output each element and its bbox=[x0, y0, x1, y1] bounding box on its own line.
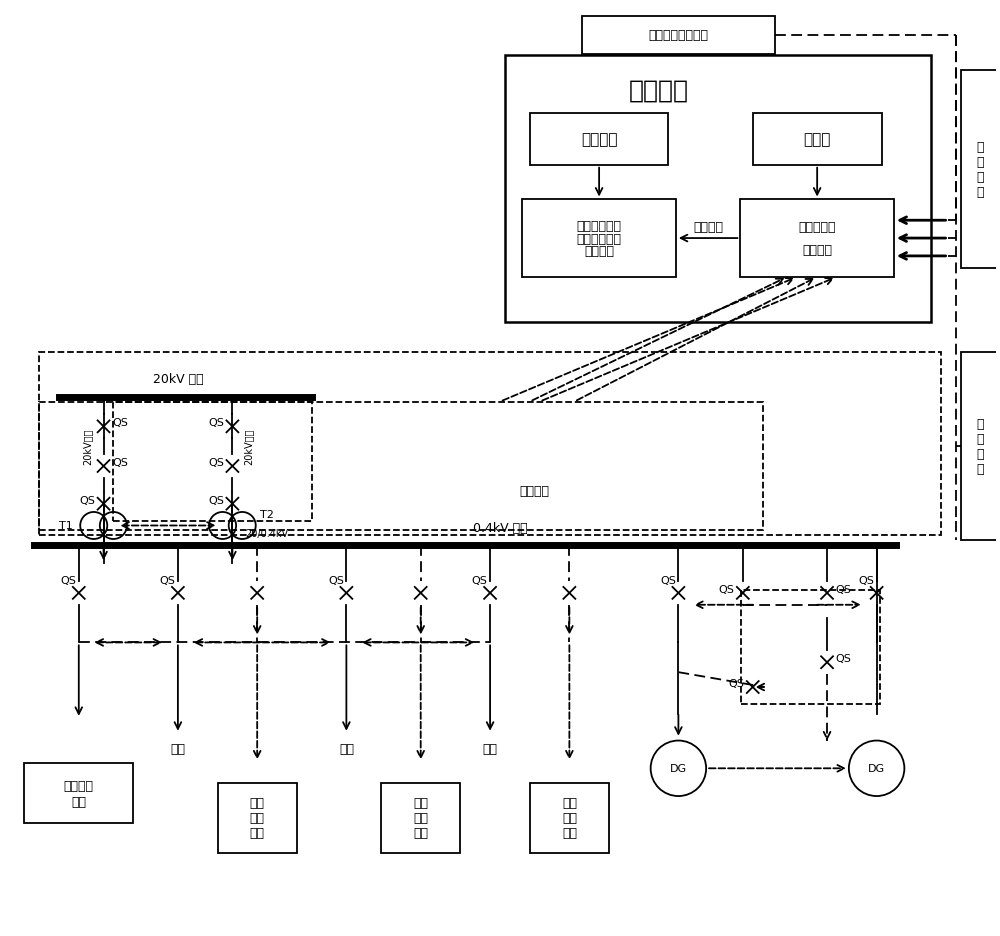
Bar bbox=[39, 402, 763, 531]
Text: 远
方
测
量: 远 方 测 量 bbox=[976, 417, 983, 475]
Text: 主动配电网: 主动配电网 bbox=[798, 221, 836, 233]
Bar bbox=[113, 402, 312, 521]
Text: 20/0.4kV: 20/0.4kV bbox=[246, 529, 289, 539]
Text: T1: T1 bbox=[59, 521, 73, 531]
Text: QS: QS bbox=[729, 679, 744, 688]
Text: 无功补偿: 无功补偿 bbox=[64, 779, 94, 792]
Text: DG: DG bbox=[670, 764, 687, 773]
Bar bbox=[961, 70, 999, 269]
Text: QS: QS bbox=[719, 584, 734, 594]
Text: 远
方
测
量: 远 方 测 量 bbox=[976, 140, 983, 198]
Text: QS: QS bbox=[660, 575, 676, 585]
Text: 抄表: 抄表 bbox=[413, 812, 428, 825]
Text: QS: QS bbox=[858, 575, 874, 585]
Bar bbox=[753, 114, 882, 166]
Text: QS: QS bbox=[328, 575, 344, 585]
Text: 设备: 设备 bbox=[71, 795, 86, 808]
Text: 状态估计: 状态估计 bbox=[802, 244, 832, 257]
Text: 变压器有载调: 变压器有载调 bbox=[577, 219, 622, 232]
Text: 远方: 远方 bbox=[562, 797, 577, 810]
Text: 远方: 远方 bbox=[413, 797, 428, 810]
Bar bbox=[381, 783, 460, 853]
Text: 远方抄表系统数据: 远方抄表系统数据 bbox=[648, 29, 708, 42]
Bar bbox=[39, 353, 941, 535]
Text: 系统: 系统 bbox=[562, 826, 577, 840]
Text: T2: T2 bbox=[260, 509, 274, 519]
Text: 估计数据: 估计数据 bbox=[693, 221, 723, 233]
Bar bbox=[582, 17, 775, 54]
Text: QS: QS bbox=[208, 458, 224, 467]
Text: QS: QS bbox=[835, 653, 851, 664]
Bar bbox=[530, 783, 609, 853]
Text: 系统: 系统 bbox=[413, 826, 428, 840]
Text: 本地测量: 本地测量 bbox=[520, 485, 550, 498]
Text: QS: QS bbox=[472, 575, 488, 585]
Text: 远方: 远方 bbox=[250, 797, 265, 810]
Text: QS: QS bbox=[160, 575, 175, 585]
Text: 负荷: 负荷 bbox=[483, 742, 498, 755]
Bar bbox=[505, 55, 931, 323]
Text: 系统: 系统 bbox=[250, 826, 265, 840]
Text: QS: QS bbox=[112, 417, 128, 428]
Text: 约束条件: 约束条件 bbox=[581, 132, 617, 147]
Text: 控制中心: 控制中心 bbox=[629, 79, 689, 102]
Text: 抄表: 抄表 bbox=[250, 812, 265, 825]
Text: 负荷: 负荷 bbox=[339, 742, 354, 755]
Text: 20kV馈线: 20kV馈线 bbox=[83, 429, 93, 465]
Text: 抄表: 抄表 bbox=[562, 812, 577, 825]
Bar bbox=[740, 200, 894, 277]
Bar bbox=[522, 200, 676, 277]
Text: QS: QS bbox=[208, 495, 224, 505]
Text: 0.4kV 母线: 0.4kV 母线 bbox=[473, 521, 527, 534]
Text: 20kV馈线: 20kV馈线 bbox=[243, 429, 253, 465]
Bar bbox=[24, 764, 133, 823]
Bar bbox=[961, 353, 999, 541]
Text: 器的控制: 器的控制 bbox=[584, 245, 614, 258]
Text: 压和无功补偿: 压和无功补偿 bbox=[577, 232, 622, 245]
Text: QS: QS bbox=[835, 584, 851, 594]
Text: QS: QS bbox=[60, 575, 76, 585]
Bar bbox=[530, 114, 668, 166]
Text: DG: DG bbox=[868, 764, 885, 773]
Bar bbox=[741, 591, 880, 705]
Text: 20kV 母线: 20kV 母线 bbox=[153, 373, 203, 386]
Text: QS: QS bbox=[79, 495, 95, 505]
Text: 伪测量: 伪测量 bbox=[803, 132, 831, 147]
Bar bbox=[218, 783, 297, 853]
Text: 负荷: 负荷 bbox=[170, 742, 185, 755]
Text: QS: QS bbox=[208, 417, 224, 428]
Text: QS: QS bbox=[112, 458, 128, 467]
